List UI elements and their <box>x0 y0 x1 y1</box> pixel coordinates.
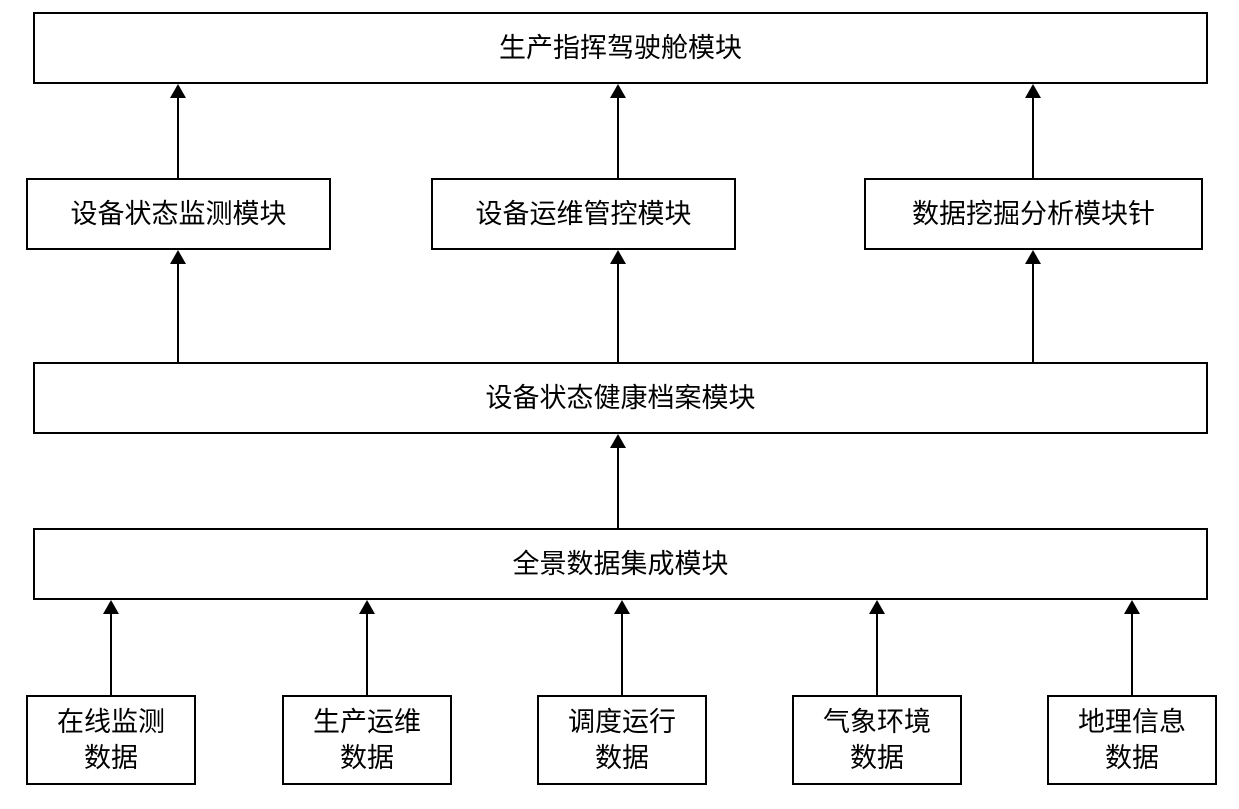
node-label: 设备运维管控模块 <box>476 196 692 232</box>
node-mid-left: 设备状态监测模块 <box>26 178 331 250</box>
node-d3: 调度运行 数据 <box>537 695 707 785</box>
node-label: 全景数据集成模块 <box>513 546 729 582</box>
node-top: 生产指挥驾驶舱模块 <box>33 12 1208 84</box>
node-label: 数据挖掘分析模块针 <box>912 196 1155 232</box>
node-mid-center: 设备运维管控模块 <box>431 178 736 250</box>
node-d2: 生产运维 数据 <box>282 695 452 785</box>
node-mid-right: 数据挖掘分析模块针 <box>864 178 1203 250</box>
node-label: 调度运行 数据 <box>568 704 676 777</box>
node-d4: 气象环境 数据 <box>792 695 962 785</box>
node-label: 设备状态监测模块 <box>71 196 287 232</box>
node-label: 在线监测 数据 <box>57 704 165 777</box>
node-d1: 在线监测 数据 <box>26 695 196 785</box>
node-d5: 地理信息 数据 <box>1047 695 1217 785</box>
node-label: 设备状态健康档案模块 <box>486 380 756 416</box>
node-label: 气象环境 数据 <box>823 704 931 777</box>
node-label: 生产运维 数据 <box>313 704 421 777</box>
node-label: 生产指挥驾驶舱模块 <box>499 30 742 66</box>
node-panorama: 全景数据集成模块 <box>33 528 1208 600</box>
node-health: 设备状态健康档案模块 <box>33 362 1208 434</box>
flowchart-diagram: 生产指挥驾驶舱模块设备状态监测模块 设备运维管控模块 数据挖掘分析模块针设备状态健康… <box>0 0 1239 809</box>
node-label: 地理信息 数据 <box>1078 704 1186 777</box>
